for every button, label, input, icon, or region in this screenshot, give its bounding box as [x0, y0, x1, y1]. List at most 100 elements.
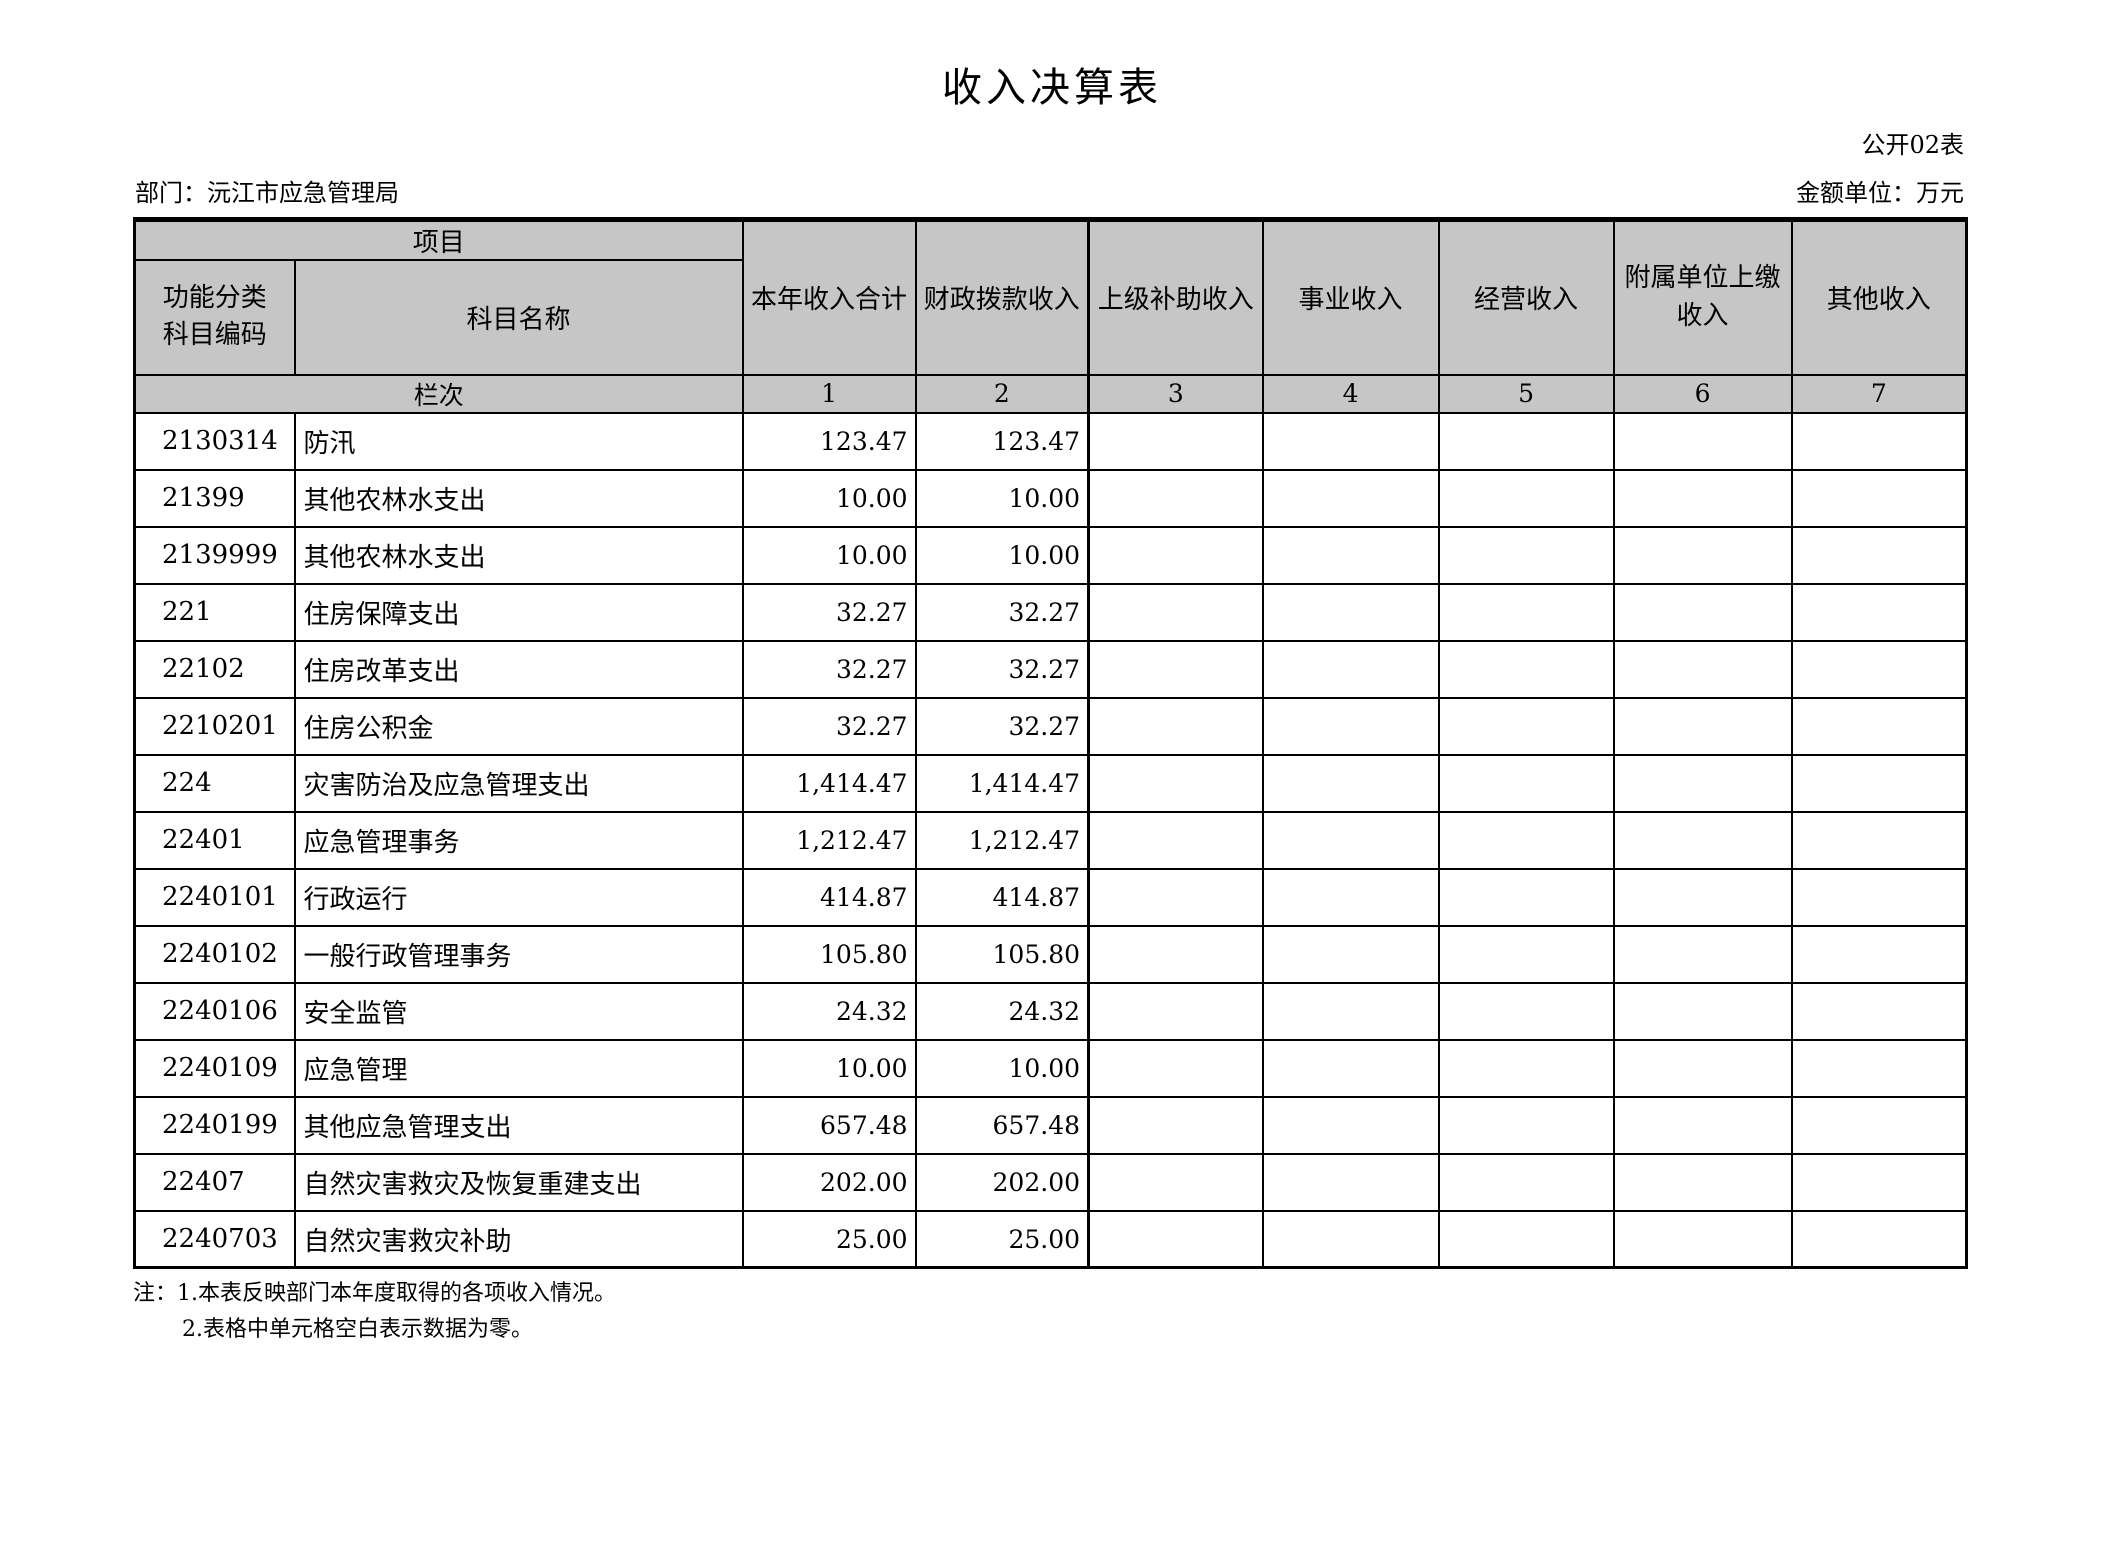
cell-total: 105.80 [741, 924, 917, 984]
cell-other [1790, 810, 1968, 870]
header-col-business: 事业收入 [1261, 218, 1440, 376]
header-row-project: 项目 本年收入合计 财政拨款收入 上级补助收入 事业收入 经营收入 附属单位上缴… [133, 218, 1968, 376]
col-index-4: 4 [1261, 373, 1440, 414]
income-table: 项目 本年收入合计 财政拨款收入 上级补助收入 事业收入 经营收入 附属单位上缴… [133, 216, 1969, 1270]
cell-affiliated [1612, 1152, 1793, 1212]
table-row: 2139999 其他农林水支出 10.00 10.00 [133, 525, 1968, 585]
cell-code: 2240199 [133, 1095, 296, 1155]
cell-affiliated [1612, 1038, 1793, 1098]
table-row: 221 住房保障支出 32.27 32.27 [133, 582, 1968, 642]
cell-other [1790, 1038, 1968, 1098]
cell-total: 32.27 [741, 696, 917, 756]
cell-operating [1437, 1152, 1615, 1212]
cell-total: 10.00 [741, 525, 917, 585]
cell-other [1790, 867, 1968, 927]
cell-upper [1087, 468, 1264, 528]
cell-business [1261, 582, 1440, 642]
cell-affiliated [1612, 1095, 1793, 1155]
cell-affiliated [1612, 981, 1793, 1041]
cell-code: 2240101 [133, 867, 296, 927]
cell-upper [1087, 1152, 1264, 1212]
cell-fiscal: 32.27 [914, 696, 1090, 756]
cell-business [1261, 1209, 1440, 1269]
cell-fiscal: 32.27 [914, 582, 1090, 642]
cell-total: 657.48 [741, 1095, 917, 1155]
cell-other [1790, 753, 1968, 813]
cell-upper [1087, 867, 1264, 927]
page-title: 收入决算表 [942, 65, 1162, 111]
header-row-label: 栏次 [133, 373, 744, 414]
cell-other [1790, 468, 1968, 528]
cell-affiliated [1612, 525, 1793, 585]
cell-name: 自然灾害救灾及恢复重建支出 [293, 1152, 744, 1212]
cell-other [1790, 582, 1968, 642]
cell-affiliated [1612, 867, 1793, 927]
cell-affiliated [1612, 924, 1793, 984]
cell-other [1790, 1209, 1968, 1269]
cell-name: 其他应急管理支出 [293, 1095, 744, 1155]
cell-total: 10.00 [741, 468, 917, 528]
cell-operating [1437, 1095, 1615, 1155]
cell-operating [1437, 525, 1615, 585]
cell-name: 其他农林水支出 [293, 468, 744, 528]
cell-code: 2240106 [133, 981, 296, 1041]
cell-upper [1087, 525, 1264, 585]
header-col-total: 本年收入合计 [741, 218, 917, 376]
document-sheet: 收入决算表 公开02表 部门：沅江市应急管理局 金额单位：万元 项目 本年收入合… [0, 66, 2104, 1554]
cell-business [1261, 867, 1440, 927]
cell-operating [1437, 1038, 1615, 1098]
cell-upper [1087, 582, 1264, 642]
cell-affiliated [1612, 411, 1793, 471]
header-col-upper: 上级补助收入 [1087, 218, 1264, 376]
cell-affiliated [1612, 468, 1793, 528]
table-row: 224 灾害防治及应急管理支出 1,414.47 1,414.47 [133, 753, 1968, 813]
cell-fiscal: 32.27 [914, 639, 1090, 699]
cell-total: 24.32 [741, 981, 917, 1041]
table-row: 22102 住房改革支出 32.27 32.27 [133, 639, 1968, 699]
cell-fiscal: 105.80 [914, 924, 1090, 984]
cell-code: 22102 [133, 639, 296, 699]
header-subject: 科目名称 [293, 258, 744, 376]
cell-name: 住房保障支出 [293, 582, 744, 642]
cell-name: 行政运行 [293, 867, 744, 927]
cell-name: 灾害防治及应急管理支出 [293, 753, 744, 813]
cell-upper [1087, 981, 1264, 1041]
table-row: 2240106 安全监管 24.32 24.32 [133, 981, 1968, 1041]
cell-upper [1087, 639, 1264, 699]
cell-affiliated [1612, 696, 1793, 756]
col-index-3: 3 [1087, 373, 1264, 414]
cell-business [1261, 981, 1440, 1041]
cell-operating [1437, 411, 1615, 471]
cell-operating [1437, 696, 1615, 756]
cell-operating [1437, 867, 1615, 927]
cell-upper [1087, 1095, 1264, 1155]
cell-total: 32.27 [741, 582, 917, 642]
cell-total: 1,414.47 [741, 753, 917, 813]
table-row: 2240101 行政运行 414.87 414.87 [133, 867, 1968, 927]
table-body: 2130314 防汛 123.47 123.47 21399 其他农林水支出 10.00 10… [133, 411, 1968, 1269]
table-row: 2240109 应急管理 10.00 10.00 [133, 1038, 1968, 1098]
cell-name: 住房改革支出 [293, 639, 744, 699]
notes: 注：1.本表反映部门本年度取得的各项收入情况。 2.表格中单元格空白表示数据为零… [133, 1281, 2104, 1343]
table-row: 2240703 自然灾害救灾补助 25.00 25.00 [133, 1209, 1968, 1269]
header-col-other: 其他收入 [1790, 218, 1968, 376]
cell-name: 安全监管 [293, 981, 744, 1041]
cell-code: 2240102 [133, 924, 296, 984]
header-col-fiscal: 财政拨款收入 [914, 218, 1090, 376]
cell-upper [1087, 753, 1264, 813]
cell-fiscal: 25.00 [914, 1209, 1090, 1269]
cell-affiliated [1612, 639, 1793, 699]
cell-code: 2240703 [133, 1209, 296, 1269]
cell-upper [1087, 1209, 1264, 1269]
header-col-operating: 经营收入 [1437, 218, 1615, 376]
cell-total: 1,212.47 [741, 810, 917, 870]
cell-fiscal: 10.00 [914, 468, 1090, 528]
cell-business [1261, 1095, 1440, 1155]
cell-operating [1437, 981, 1615, 1041]
cell-upper [1087, 411, 1264, 471]
cell-business [1261, 810, 1440, 870]
table-row: 2210201 住房公积金 32.27 32.27 [133, 696, 1968, 756]
cell-fiscal: 123.47 [914, 411, 1090, 471]
meta-line: 部门：沅江市应急管理局 金额单位：万元 [135, 180, 1964, 207]
cell-fiscal: 10.00 [914, 525, 1090, 585]
